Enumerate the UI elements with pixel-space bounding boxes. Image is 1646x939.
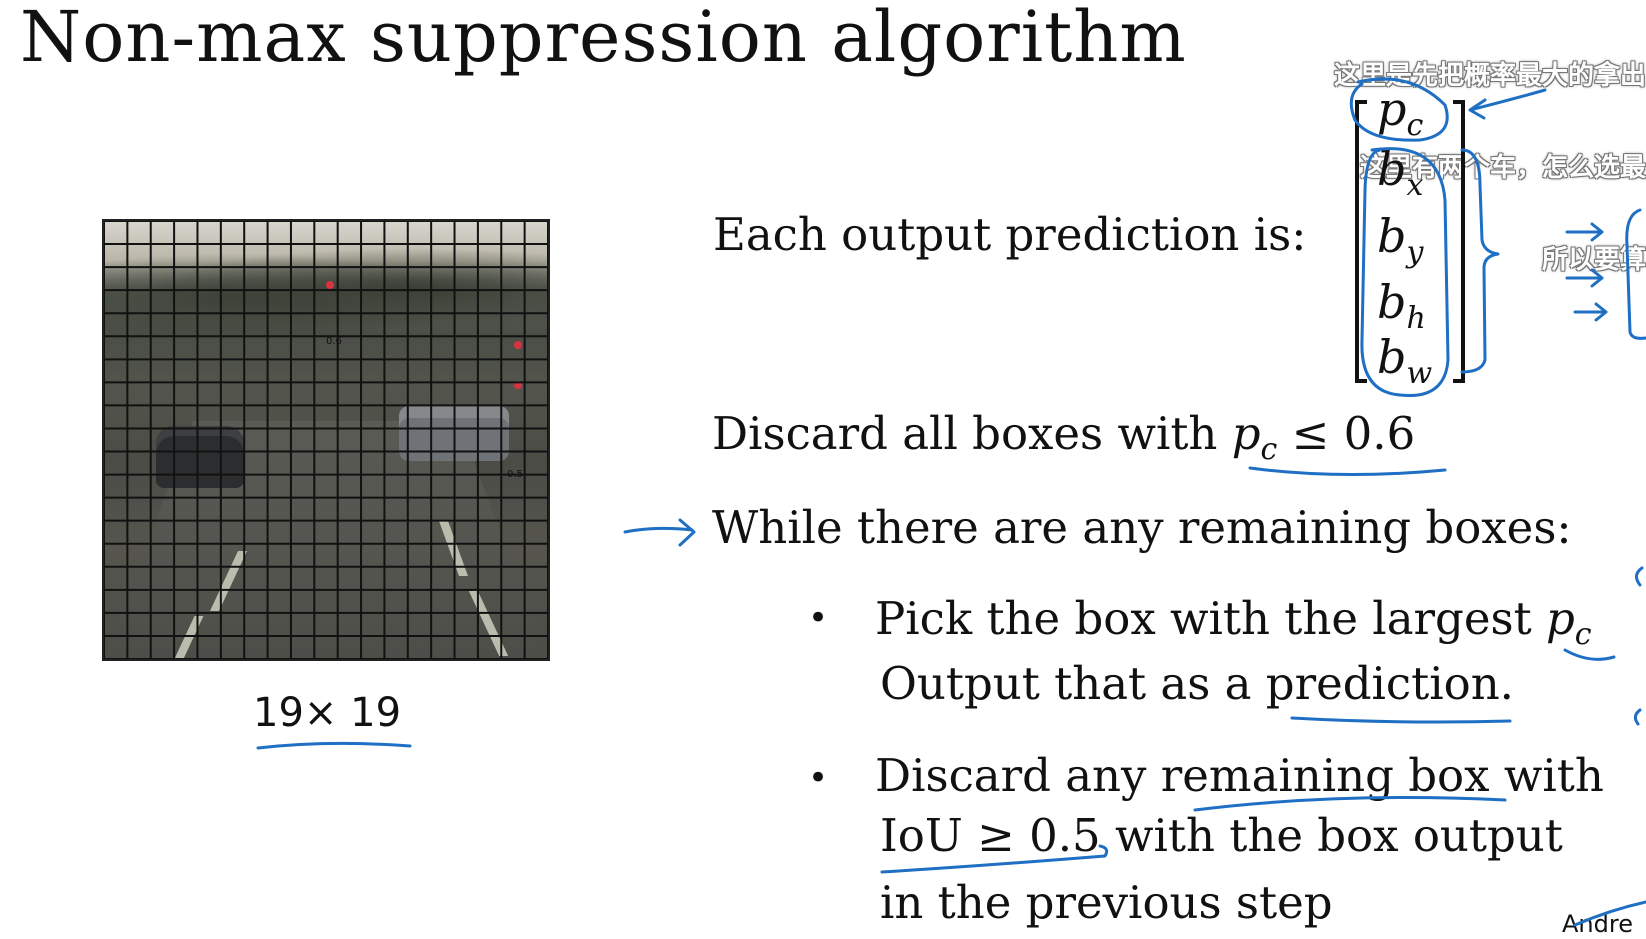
while-arrow xyxy=(623,518,696,547)
right-edge-mark-1 xyxy=(1635,566,1644,587)
while-loop-text: While there are any remaining boxes: xyxy=(712,501,1572,554)
bullet-1-line-2: Output that as a prediction. xyxy=(880,657,1514,710)
discard-sub: c xyxy=(1260,432,1278,467)
vector-item-bw: bw xyxy=(1377,334,1432,389)
grid-label-underline xyxy=(256,741,412,750)
vector-item-by: by xyxy=(1377,213,1423,268)
vector-var: b xyxy=(1377,330,1407,384)
red-marker xyxy=(514,341,522,349)
probability-label: 0.6 xyxy=(326,336,342,347)
vector-sub: x xyxy=(1406,168,1424,204)
red-marker xyxy=(514,381,522,389)
bullet-1-var: p xyxy=(1545,592,1575,645)
grid-size-label: 19× 19 xyxy=(253,690,402,736)
vector-var: b xyxy=(1377,209,1407,263)
grid-overlay xyxy=(104,221,548,659)
prediction-underline xyxy=(1290,716,1512,724)
car-left xyxy=(156,426,244,488)
bullet-1-line-1: Pick the box with the largest pc xyxy=(875,596,1592,650)
vector-sub: h xyxy=(1406,301,1426,337)
discard-prefix: Discard all boxes with xyxy=(712,407,1232,460)
bullet-2-symbol: • xyxy=(808,758,829,798)
bullet-2-line-2: IoU ≥ 0.5 with the box output xyxy=(880,809,1563,862)
presenter-credit: Andre xyxy=(1562,910,1633,938)
vector-sub: w xyxy=(1406,356,1433,392)
discard-var: p xyxy=(1231,407,1261,460)
vector-sub: y xyxy=(1406,235,1424,271)
each-output-prediction-text: Each output prediction is: xyxy=(713,208,1307,261)
bullet-1-sub: c xyxy=(1574,617,1592,652)
bullet-2-line-3: in the previous step xyxy=(880,876,1333,929)
vector-var: b xyxy=(1377,275,1407,329)
trees-background xyxy=(104,241,548,336)
discard-suffix: ≤ 0.6 xyxy=(1277,407,1416,460)
vector-sub: c xyxy=(1406,108,1424,144)
vector-var: p xyxy=(1377,82,1407,136)
discard-underline xyxy=(1248,466,1447,477)
bullet-1-symbol: • xyxy=(808,598,829,638)
bullet-1-prefix: Pick the box with the largest xyxy=(875,592,1546,645)
slide-title: Non-max suppression algorithm xyxy=(20,0,1187,78)
vector-item-bx: bx xyxy=(1377,146,1423,201)
street-grid-image: 0.6 0.5 xyxy=(102,219,550,661)
vector-var: b xyxy=(1377,142,1407,196)
vector-item-bh: bh xyxy=(1377,279,1426,334)
bullet-2-line-1: Discard any remaining box with xyxy=(875,749,1604,802)
right-edge-mark-2 xyxy=(1633,708,1642,726)
vector-item-pc: pc xyxy=(1377,86,1423,141)
red-marker xyxy=(326,281,334,289)
discard-threshold-text: Discard all boxes with pc ≤ 0.6 xyxy=(712,411,1415,465)
